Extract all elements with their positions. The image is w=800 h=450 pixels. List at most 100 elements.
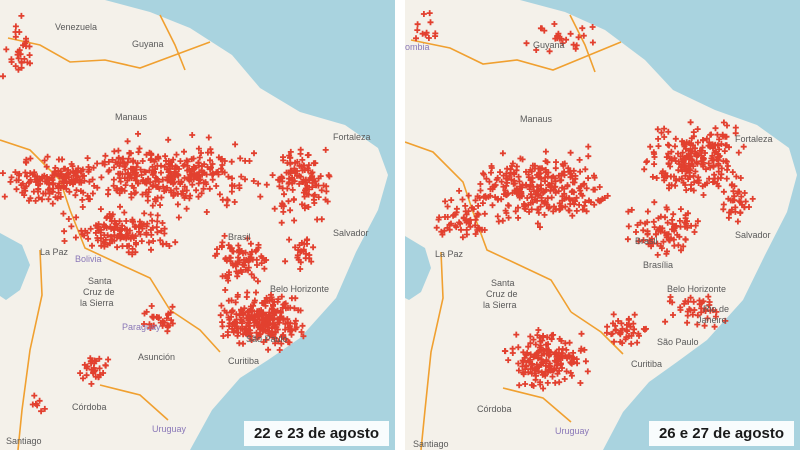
fire-marker-icon xyxy=(160,183,167,190)
fire-marker-icon xyxy=(46,181,52,188)
fire-marker-icon xyxy=(728,182,735,189)
fire-marker-icon xyxy=(654,251,661,258)
fire-marker-icon xyxy=(577,168,584,175)
fire-marker-icon xyxy=(260,327,267,334)
fire-marker-icon xyxy=(102,362,109,369)
fire-marker-icon xyxy=(207,146,214,153)
fire-marker-icon xyxy=(651,224,658,231)
fire-marker-icon xyxy=(680,179,687,186)
fire-marker-icon xyxy=(281,191,287,198)
fire-marker-icon xyxy=(219,168,226,175)
fire-marker-icon xyxy=(226,320,233,327)
fire-marker-icon xyxy=(515,360,522,367)
fire-marker-icon xyxy=(207,157,213,164)
fire-marker-icon xyxy=(684,319,691,326)
fire-marker-icon xyxy=(666,142,672,149)
map-left: Venezuela Guyana Manaus Fortaleza Salvad… xyxy=(0,0,395,450)
fire-marker-icon xyxy=(259,317,266,324)
fire-marker-icon xyxy=(297,307,304,314)
fire-marker-icon xyxy=(716,146,723,153)
fire-marker-icon xyxy=(589,24,596,30)
fire-marker-icon xyxy=(248,271,255,278)
fire-marker-icon xyxy=(527,199,534,206)
fire-marker-icon xyxy=(147,325,154,331)
fire-marker-icon xyxy=(219,319,226,326)
fire-marker-icon xyxy=(643,159,650,166)
fire-marker-icon xyxy=(558,172,565,179)
fire-marker-icon xyxy=(547,351,554,358)
fire-marker-icon xyxy=(572,172,579,179)
fire-marker-icon xyxy=(268,306,275,313)
fire-marker-icon xyxy=(573,207,580,214)
fire-marker-icon xyxy=(498,178,505,185)
fire-marker-icon xyxy=(123,226,130,233)
fire-marker-icon xyxy=(105,356,112,363)
fire-marker-icon xyxy=(83,365,90,372)
fire-marker-icon xyxy=(291,178,298,185)
fire-marker-icon xyxy=(568,360,575,367)
fire-marker-icon xyxy=(251,322,258,329)
fire-marker-icon xyxy=(323,188,330,195)
fire-marker-icon xyxy=(279,200,286,207)
fire-marker-icon xyxy=(169,163,176,169)
fire-marker-icon xyxy=(688,135,695,142)
fire-marker-icon xyxy=(427,19,434,26)
fire-marker-icon xyxy=(260,339,267,345)
date-caption-right: 26 e 27 de agosto xyxy=(648,421,794,446)
fire-marker-icon xyxy=(694,321,701,328)
fire-marker-icon xyxy=(41,405,48,412)
fire-marker-icon xyxy=(85,235,92,242)
fire-marker-icon xyxy=(306,186,312,193)
fire-marker-icon xyxy=(505,357,512,364)
fire-marker-icon xyxy=(253,289,259,296)
fire-marker-icon xyxy=(571,201,578,208)
fire-marker-icon xyxy=(229,175,235,182)
fire-marker-icon xyxy=(285,198,292,205)
fire-marker-icon xyxy=(724,122,730,129)
fire-marker-icon xyxy=(544,379,551,386)
fire-marker-icon xyxy=(533,47,540,53)
fire-marker-icon xyxy=(469,204,475,211)
fire-marker-icon xyxy=(174,201,181,208)
border-north xyxy=(410,39,622,71)
fire-marker-icon xyxy=(565,353,572,360)
fire-marker-icon xyxy=(698,305,705,312)
fire-marker-icon xyxy=(738,193,745,200)
fire-marker-icon xyxy=(716,136,723,143)
fire-marker-icon xyxy=(149,313,156,320)
fire-marker-icon xyxy=(149,183,156,190)
fire-marker-icon xyxy=(49,188,56,195)
fire-marker-icon xyxy=(555,354,562,361)
fire-marker-icon xyxy=(460,215,467,222)
fire-marker-icon xyxy=(108,218,115,225)
fire-marker-icon xyxy=(144,220,151,227)
fire-marker-icon xyxy=(715,160,722,167)
fire-marker-icon xyxy=(720,119,727,126)
fire-marker-icon xyxy=(236,246,243,253)
fire-marker-icon xyxy=(472,222,479,229)
fire-marker-icon xyxy=(251,274,258,281)
fire-marker-icon xyxy=(155,315,162,321)
fire-marker-icon xyxy=(575,34,582,41)
fire-marker-icon xyxy=(88,380,95,387)
fire-marker-icon xyxy=(193,173,200,180)
fire-marker-icon xyxy=(52,194,59,201)
fire-marker-icon xyxy=(432,30,439,37)
fire-marker-icon xyxy=(165,312,172,318)
fire-marker-icon xyxy=(74,177,81,184)
place-manaus: Manaus xyxy=(115,112,148,122)
fire-marker-icon xyxy=(545,169,552,176)
fire-marker-icon xyxy=(15,55,22,62)
fire-marker-icon xyxy=(223,309,230,316)
fire-marker-icon xyxy=(209,161,216,167)
fire-marker-icon xyxy=(129,218,136,225)
fire-marker-icon xyxy=(190,163,197,170)
fire-marker-icon xyxy=(130,157,137,164)
fire-marker-icon xyxy=(737,175,744,181)
fire-marker-icon xyxy=(129,232,136,239)
fire-marker-icon xyxy=(144,197,151,204)
fire-marker-icon xyxy=(598,197,604,204)
border-chile xyxy=(420,251,444,450)
fire-marker-icon xyxy=(234,332,241,339)
fire-marker-icon xyxy=(35,194,42,201)
